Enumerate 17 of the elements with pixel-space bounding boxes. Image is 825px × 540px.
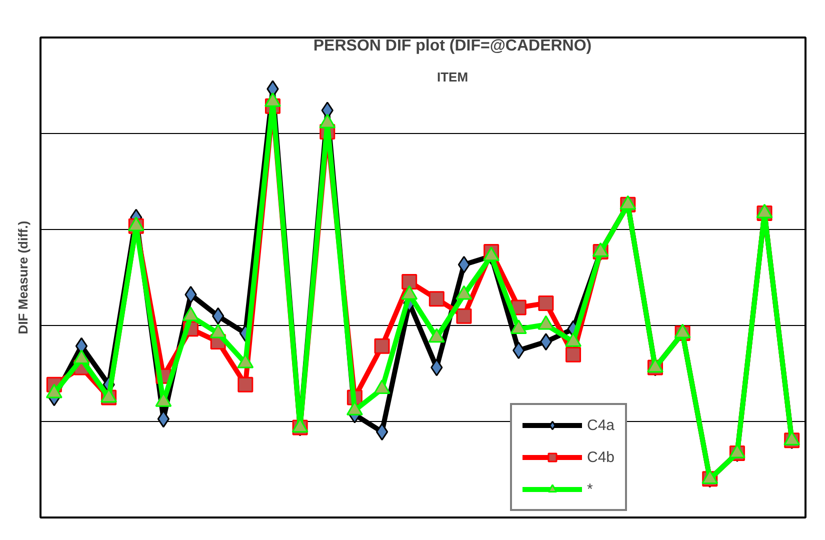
x-axis-title: ITEM <box>436 70 468 84</box>
point <box>456 308 472 324</box>
legend-label: C4b <box>587 448 615 466</box>
point <box>376 423 388 441</box>
chart-title: PERSON DIF plot (DIF=@CADERNO) <box>313 38 592 54</box>
point <box>540 333 552 351</box>
point <box>402 274 418 290</box>
point <box>428 291 444 307</box>
point <box>238 376 254 392</box>
legend-label: C4a <box>587 416 615 434</box>
point <box>458 256 470 274</box>
legend-label: * <box>587 480 594 498</box>
point <box>157 410 170 428</box>
point <box>538 295 554 311</box>
point <box>566 346 582 362</box>
y-axis-title: DIF Measure (diff.) <box>16 220 30 334</box>
point <box>374 338 390 354</box>
